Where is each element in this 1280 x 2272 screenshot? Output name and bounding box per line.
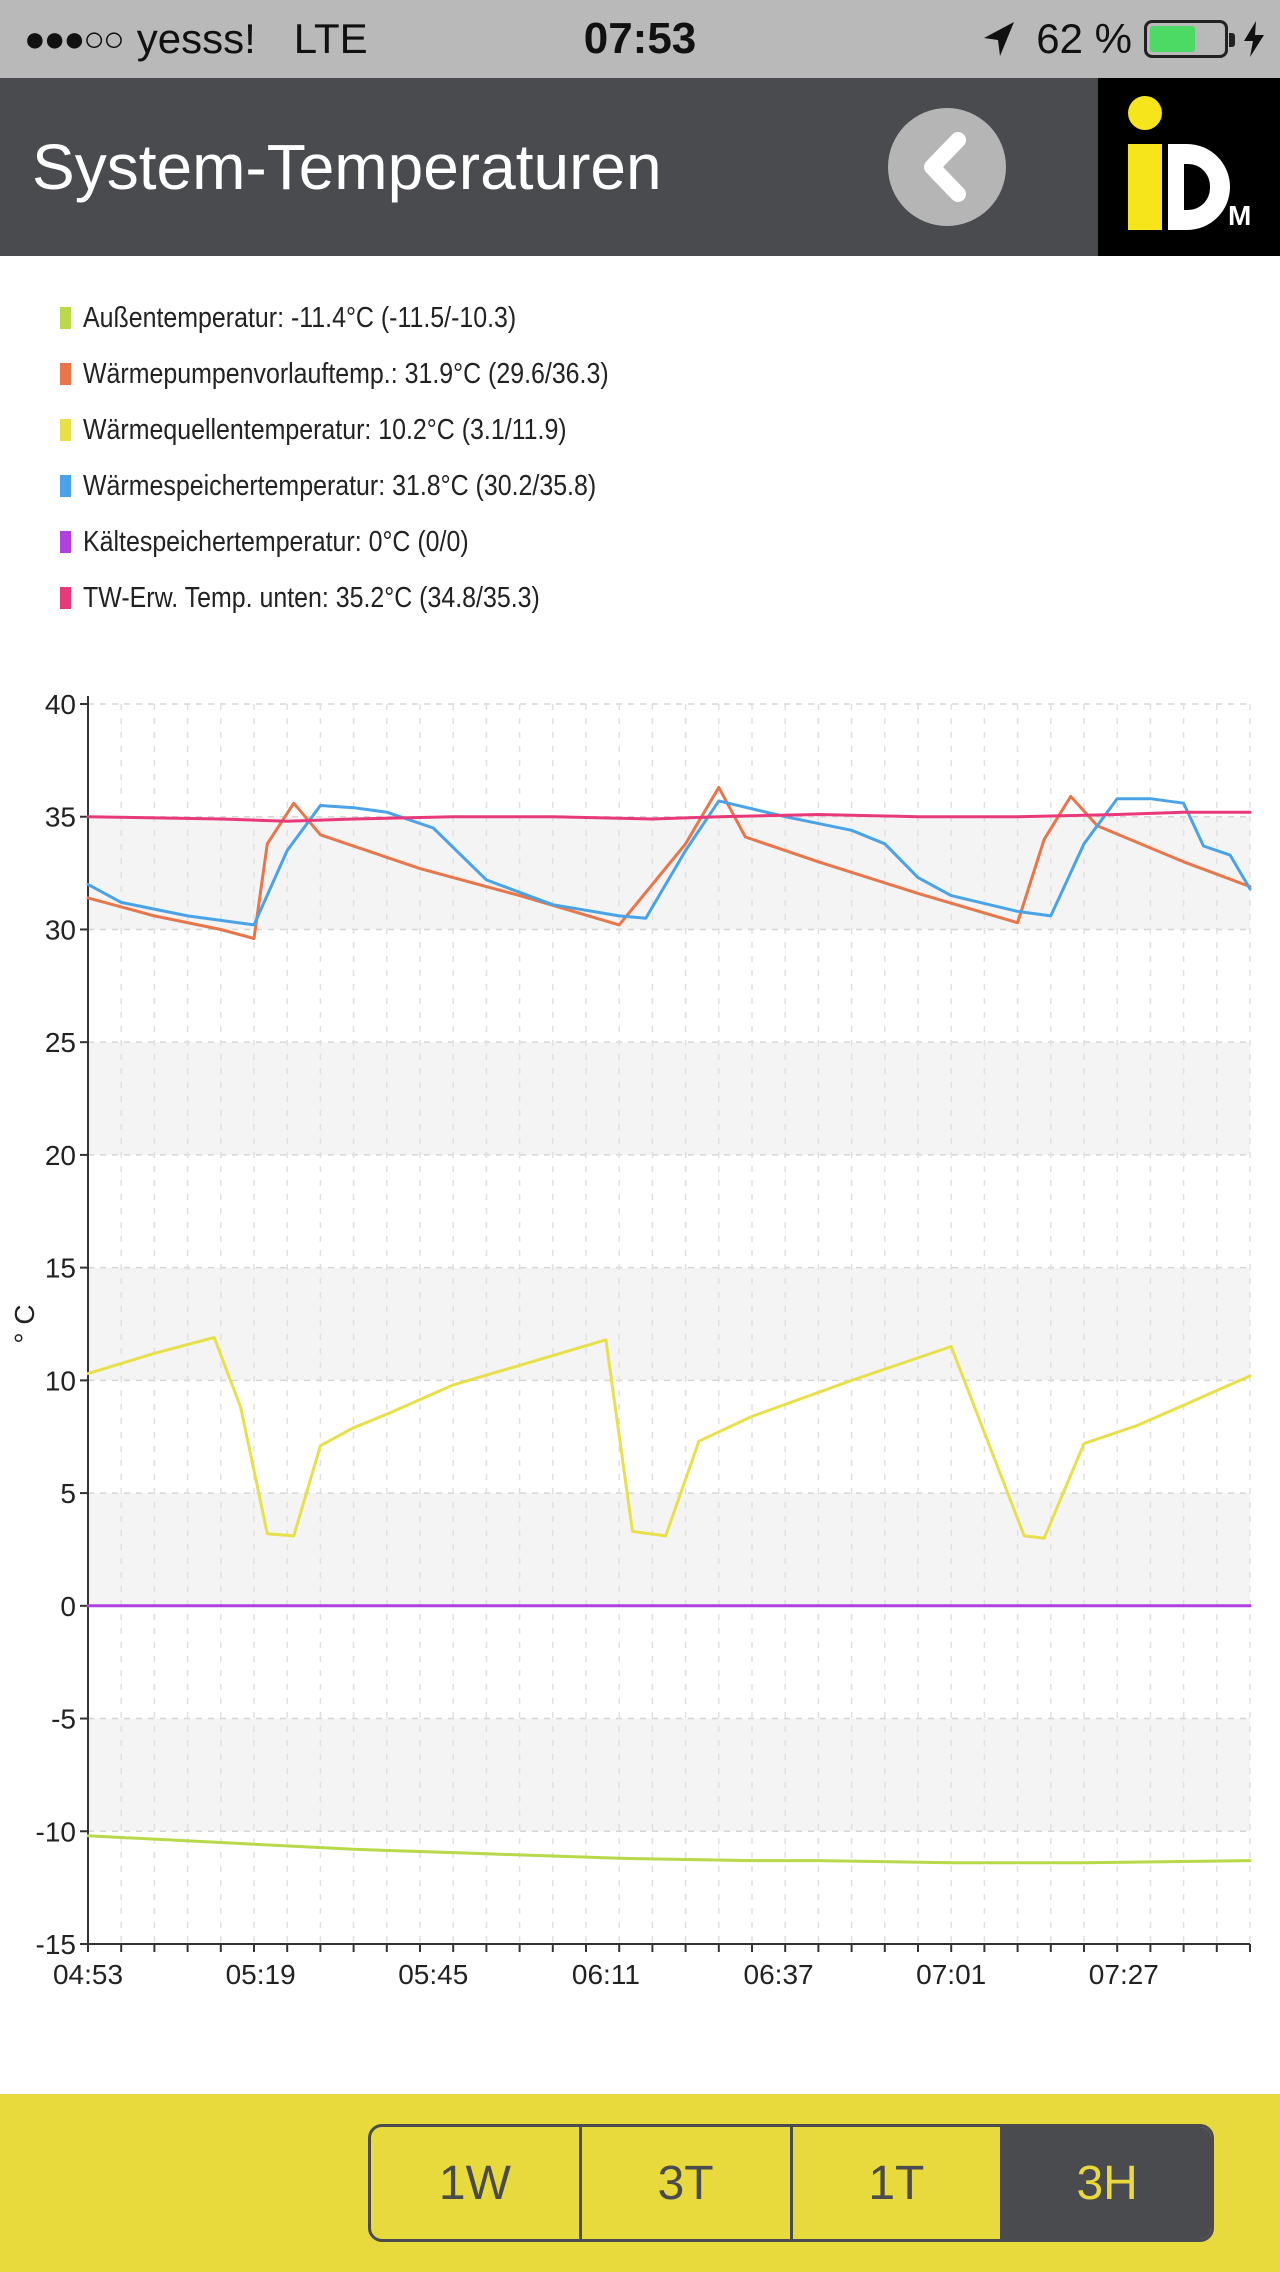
y-tick-label: 15 <box>45 1253 76 1284</box>
y-tick-label: 40 <box>45 689 76 720</box>
series-line-wärmepumpenvorlauftemp- <box>86 785 1252 940</box>
battery-icon <box>1144 20 1235 58</box>
legend-swatch <box>60 419 71 441</box>
y-tick-label: 10 <box>45 1365 76 1396</box>
status-right: 62 % <box>982 0 1266 78</box>
series-line-außentemperatur <box>86 1834 1252 1865</box>
range-button-1w[interactable]: 1W <box>371 2127 582 2239</box>
range-button-3h[interactable]: 3H <box>1003 2127 1211 2239</box>
grid-band <box>88 1042 1250 1155</box>
legend-swatch <box>60 307 71 329</box>
legend-value: -11.4°C (-11.5/-10.3) <box>290 301 517 334</box>
legend-label: Wärmepumpenvorlauftemp.: <box>83 357 398 390</box>
range-button-3t[interactable]: 3T <box>582 2127 793 2239</box>
y-tick-label: -15 <box>36 1929 76 1960</box>
legend-item: Wärmequellentemperatur: 10.2°C (3.1/11.9… <box>60 402 1240 458</box>
y-tick-label: 0 <box>60 1591 76 1622</box>
y-tick-label: 5 <box>60 1478 76 1509</box>
app-header: System-Temperaturen <box>0 78 1280 256</box>
y-tick-label: 35 <box>45 802 76 833</box>
battery-level <box>1150 26 1195 52</box>
x-tick-label: 06:11 <box>572 1959 640 1990</box>
x-tick-label: 05:45 <box>398 1959 468 1990</box>
back-button[interactable] <box>888 108 1006 226</box>
legend-swatch <box>60 531 71 553</box>
legend-label: Kältespeichertemperatur: <box>83 525 362 558</box>
idm-logo: M <box>1098 78 1280 256</box>
location-arrow-icon <box>984 22 1015 56</box>
legend-swatch <box>60 587 71 609</box>
status-left: ●●●○○ yesss! LTE <box>24 0 368 78</box>
grid-band <box>88 1267 1250 1381</box>
charging-bolt-icon <box>1244 21 1264 57</box>
legend-item: TW-Erw. Temp. unten: 35.2°C (34.8/35.3) <box>60 570 1240 626</box>
signal-strength-icon: ●●●○○ <box>24 18 125 59</box>
legend-value: 35.2°C (34.8/35.3) <box>335 581 540 614</box>
y-tick-label: 25 <box>45 1027 76 1058</box>
legend-label: Wärmequellentemperatur: <box>83 413 372 446</box>
x-tick-label: 05:19 <box>226 1959 296 1990</box>
range-button-1t[interactable]: 1T <box>793 2127 1004 2239</box>
status-bar: ●●●○○ yesss! LTE 07:53 62 % <box>0 0 1280 78</box>
legend-value: 0°C (0/0) <box>368 525 469 558</box>
legend-item: Außentemperatur: -11.4°C (-11.5/-10.3) <box>60 290 1240 346</box>
legend-value: 10.2°C (3.1/11.9) <box>378 413 567 446</box>
y-tick-label: 20 <box>45 1140 76 1171</box>
series-line-wärmequellentemperatur <box>86 1336 1252 1540</box>
y-axis-label: ° C <box>9 1304 40 1343</box>
x-tick-label: 07:27 <box>1089 1959 1159 1990</box>
legend-value: 31.9°C (29.6/36.3) <box>404 357 609 390</box>
temperature-chart: 40 35 30 25 20 15 10 5 0 -5 -10 -15 04:53 05:19 05:45 0… <box>0 680 1280 2030</box>
time-range-selector: 1W 3T 1T 3H <box>368 2124 1214 2242</box>
x-tick-label: 07:01 <box>916 1959 986 1990</box>
x-tick-label: 06:37 <box>744 1959 814 1990</box>
legend-item: Wärmepumpenvorlauftemp.: 31.9°C (29.6/36… <box>60 346 1240 402</box>
network-type: LTE <box>293 15 368 62</box>
series-line-tw-erw-temp-unten <box>86 810 1252 823</box>
bottom-bar: 1W 3T 1T 3H <box>0 2094 1280 2272</box>
y-tick-label: -10 <box>36 1816 76 1847</box>
legend-label: TW-Erw. Temp. unten: <box>83 581 329 614</box>
legend-swatch <box>60 475 71 497</box>
legend-label: Wärmespeichertemperatur: <box>83 469 386 502</box>
grid-band <box>88 1718 1250 1832</box>
legend-swatch <box>60 363 71 385</box>
grid-band <box>88 816 1250 930</box>
carrier-name: yesss! <box>136 15 256 62</box>
page-title: System-Temperaturen <box>32 131 662 203</box>
x-tick-label: 04:53 <box>53 1959 123 1990</box>
y-tick-label: -5 <box>51 1704 76 1735</box>
battery-percent: 62 % <box>1036 15 1132 62</box>
chevron-left-icon <box>924 132 966 202</box>
legend-item: Wärmespeichertemperatur: 31.8°C (30.2/35… <box>60 458 1240 514</box>
legend-value: 31.8°C (30.2/35.8) <box>392 469 597 502</box>
legend-label: Außentemperatur: <box>83 301 285 334</box>
chart-legend: Außentemperatur: -11.4°C (-11.5/-10.3) W… <box>60 290 1240 626</box>
y-tick-label: 30 <box>45 914 76 945</box>
legend-item: Kältespeichertemperatur: 0°C (0/0) <box>60 514 1240 570</box>
